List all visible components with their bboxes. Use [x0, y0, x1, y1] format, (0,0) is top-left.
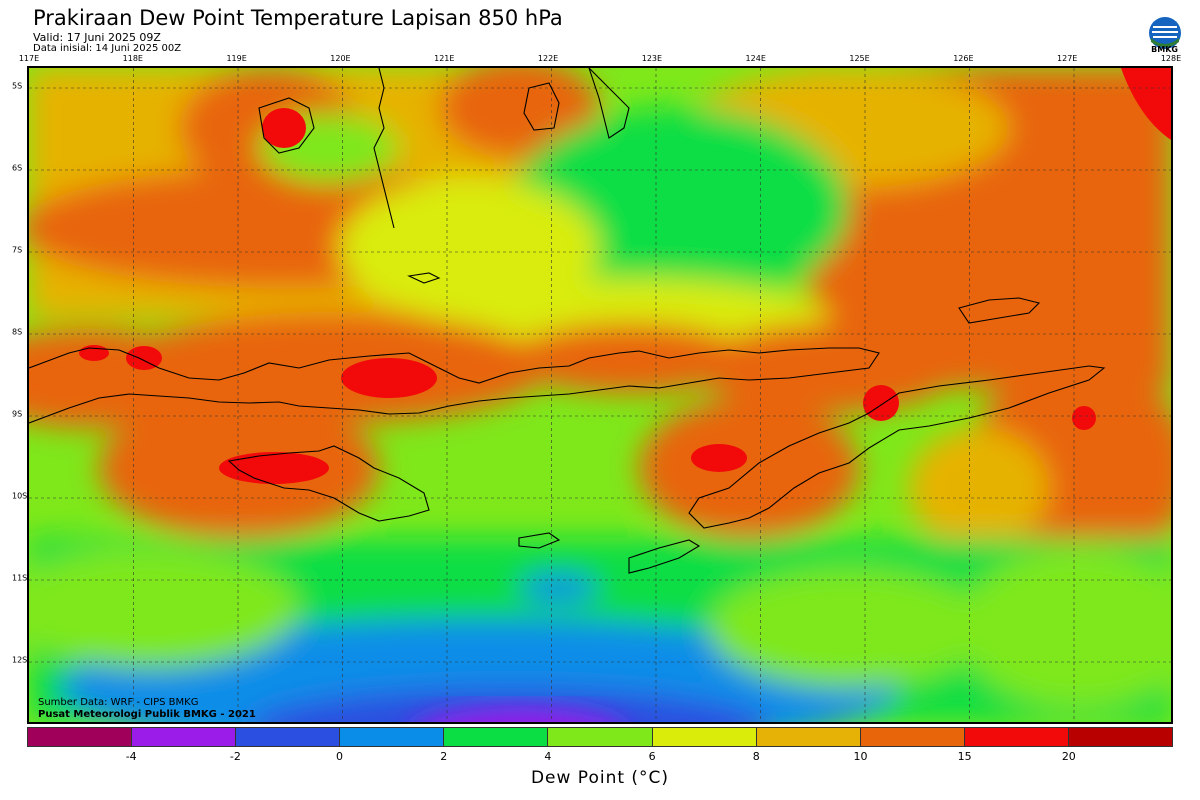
- legend-tick-label: 6: [648, 750, 656, 763]
- longitude-label: 121E: [434, 54, 455, 63]
- legend-tick-label: 10: [853, 750, 868, 763]
- longitude-label: 128E: [1160, 54, 1182, 63]
- map-title: Prakiraan Dew Point Temperature Lapisan …: [33, 6, 563, 30]
- publisher-text: Pusat Meteorologi Publik BMKG - 2021: [38, 709, 256, 720]
- longitude-label: 124E: [745, 54, 766, 63]
- coastlines: [29, 68, 1106, 574]
- grid-lines: [29, 68, 1171, 722]
- latitude-label: 5S: [12, 81, 23, 91]
- longitude-label: 119E: [226, 54, 247, 63]
- legend-swatch: [340, 728, 445, 746]
- legend-tick-label: 0: [336, 750, 344, 763]
- legend-tick-label: -4: [125, 750, 137, 763]
- legend-swatch: [964, 728, 1069, 746]
- source-text: Sumber Data: WRF - CIPS BMKG: [38, 697, 199, 708]
- latitude-label: 9S: [12, 409, 23, 419]
- longitude-label: 126E: [953, 54, 974, 63]
- legend-tick-label: 20: [1061, 750, 1076, 763]
- legend-tick-label: 15: [957, 750, 972, 763]
- legend-swatch: [1068, 728, 1173, 746]
- longitude-label: 125E: [849, 54, 870, 63]
- latitude-label: 11S: [12, 573, 28, 583]
- latitude-label: 6S: [12, 163, 23, 173]
- longitude-label: 127E: [1057, 54, 1078, 63]
- legend-swatch: [860, 728, 965, 746]
- legend-tick-label: 2: [440, 750, 448, 763]
- logo-text: BMKG: [1151, 45, 1178, 54]
- dew-point-map: [27, 66, 1173, 724]
- init-time: Data inisial: 14 Juni 2025 00Z: [33, 43, 182, 54]
- legend-swatch: [236, 728, 341, 746]
- legend-swatch: [756, 728, 861, 746]
- longitude-label: 120E: [330, 54, 351, 63]
- bmkg-logo-icon: [1149, 17, 1181, 49]
- latitude-label: 7S: [12, 245, 23, 255]
- legend-title: Dew Point (°C): [530, 768, 670, 788]
- latitude-label: 10S: [12, 491, 28, 501]
- latitude-label: 12S: [12, 655, 28, 665]
- legend-tick-label: 4: [544, 750, 552, 763]
- latitude-label: 8S: [12, 327, 23, 337]
- longitude-label: 122E: [537, 54, 559, 63]
- valid-time: Valid: 17 Juni 2025 09Z: [33, 31, 161, 44]
- legend-tick-label: 8: [752, 750, 760, 763]
- map-canvas: [29, 68, 1171, 722]
- legend-swatch: [444, 728, 549, 746]
- legend-tick-label: -2: [229, 750, 241, 763]
- legend-swatch: [132, 728, 237, 746]
- color-legend: [27, 727, 1173, 747]
- legend-swatch: [652, 728, 757, 746]
- legend-swatch: [28, 728, 133, 746]
- longitude-label: 123E: [641, 54, 663, 63]
- longitude-label: 117E: [18, 54, 40, 63]
- legend-swatch: [548, 728, 653, 746]
- longitude-label: 118E: [122, 54, 143, 63]
